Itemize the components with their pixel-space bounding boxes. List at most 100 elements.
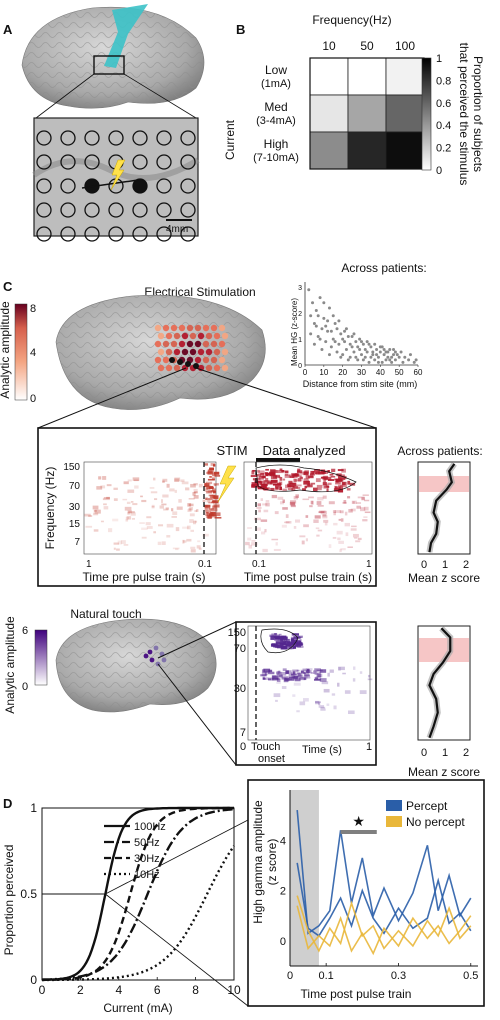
spectrogram-pixel (150, 491, 158, 494)
spectrogram-pixel (149, 487, 155, 489)
spectrogram-pixel (193, 488, 198, 493)
electrode-activation (205, 364, 213, 372)
colorbar-tick: 0 (436, 165, 442, 177)
spectrogram-pixel (317, 471, 325, 475)
spectrogram-pixel (302, 488, 306, 491)
scatter-point (393, 350, 397, 354)
freq-tick: 70 (69, 481, 81, 492)
scatter-point (369, 345, 373, 349)
electrode-activation (197, 332, 205, 340)
psych-xtick: 6 (154, 983, 161, 997)
psych-ytick: 0 (30, 973, 37, 987)
spectrogram-pixel (288, 676, 295, 681)
spectrogram-pre (83, 461, 222, 555)
spectrogram-pixel (317, 505, 324, 507)
electrode-activation (221, 332, 229, 340)
spectrogram-pixel (291, 642, 296, 645)
spectrogram-pixel (342, 501, 347, 504)
trace-xtick: 0.1 (319, 970, 334, 982)
spectrogram-pixel (280, 646, 287, 650)
spectrogram-pixel (189, 513, 195, 517)
spectrogram-pixel (346, 488, 351, 491)
spectrogram-pixel (338, 666, 345, 671)
scatter-point (408, 353, 412, 357)
heatmap-cell (347, 94, 387, 133)
spectrogram-pixel (313, 670, 316, 674)
spectrogram-pixel (247, 527, 252, 529)
scatter-point (358, 347, 362, 351)
spectrogram-pixel (362, 519, 368, 522)
scatter-point (393, 358, 397, 362)
heatmap-row-sublabel: (3-4mA) (256, 115, 296, 127)
spectrogram-pixel (319, 678, 327, 682)
scatter-point (363, 355, 367, 359)
spectrogram-pixel (302, 498, 310, 501)
spectrogram-pixel (127, 512, 130, 515)
scatter-point (352, 350, 356, 354)
colorbar-tick: 0.8 (436, 75, 451, 87)
spectrogram-pixel (317, 496, 324, 501)
spectrogram-pixel (298, 636, 301, 639)
trace-legend-swatch (386, 800, 402, 811)
spectrogram-pixel (139, 522, 145, 524)
scatter-point (320, 327, 324, 331)
scatter-point (356, 358, 360, 362)
spectrogram-pixel (316, 673, 321, 678)
panel-label-c: C (3, 279, 13, 294)
electrode-activation (165, 364, 173, 372)
spectrogram-pixel (314, 677, 319, 680)
scatter-point (348, 355, 352, 359)
spectrogram-pixel (336, 478, 339, 483)
spectrogram-pixel (348, 710, 355, 715)
spectrogram-pixel (288, 480, 293, 485)
pre-xtick: 0.1 (198, 559, 212, 570)
electrode-activation (143, 653, 149, 659)
scatter-point (401, 360, 405, 364)
spectrogram-pixel (251, 542, 258, 546)
spectrogram-pixel (279, 468, 283, 471)
scatter-point (333, 322, 337, 325)
brain-c-stim (37, 294, 377, 429)
spectrogram-pixel (106, 484, 112, 487)
scatter-point (360, 353, 363, 357)
trace-legend-label: No percept (406, 815, 465, 829)
spectrogram-pixel (284, 677, 290, 682)
spectrogram-pixel (293, 682, 301, 686)
spectrogram-pixel (93, 529, 99, 532)
electrode-activation (153, 645, 159, 651)
spectrogram-pixel (193, 495, 199, 499)
spectrogram-pixel (347, 480, 351, 485)
spectrogram-pixel (282, 641, 286, 646)
spectrogram-pixel (254, 517, 261, 521)
spectrogram-pixel (367, 674, 371, 678)
spectrogram-pixel (296, 642, 303, 646)
spectrogram-pixel (248, 544, 253, 549)
spectrogram-pixel (303, 471, 307, 474)
spectrogram-pixel (311, 500, 314, 505)
spectrogram-pixel (282, 499, 285, 503)
spectrogram-pixel (338, 666, 341, 671)
scatter-point (395, 353, 399, 357)
touch-colorbar-tick: 6 (22, 625, 28, 637)
spectrogram-pixel (169, 488, 175, 492)
spectrogram-pixel (209, 485, 213, 490)
psych-xtick: 2 (77, 983, 84, 997)
spectrogram-pixel (321, 681, 329, 685)
spectrogram-pixel (278, 636, 284, 639)
spectrogram-pixel (327, 482, 332, 485)
spectrogram-pixel (300, 471, 305, 475)
scatter-point (327, 306, 331, 310)
heatmap-cell (385, 57, 425, 96)
scatter-plot: 0 10 20 30 40 50 60 0 1 2 3 (298, 282, 423, 377)
spectrogram-pixel (256, 527, 261, 531)
spectrogram-pixel (329, 669, 334, 673)
electrode (132, 226, 148, 242)
spectrogram-pixel (293, 496, 299, 500)
spectrogram-pixel (186, 538, 192, 542)
spectrogram-pixel (174, 477, 181, 482)
spectrogram-pixel (204, 488, 209, 492)
spectrogram-pixel (206, 514, 213, 519)
scatter-xtick: 50 (395, 368, 404, 377)
spectrogram-pixel (162, 494, 169, 498)
spectrogram-pixel (313, 519, 319, 523)
